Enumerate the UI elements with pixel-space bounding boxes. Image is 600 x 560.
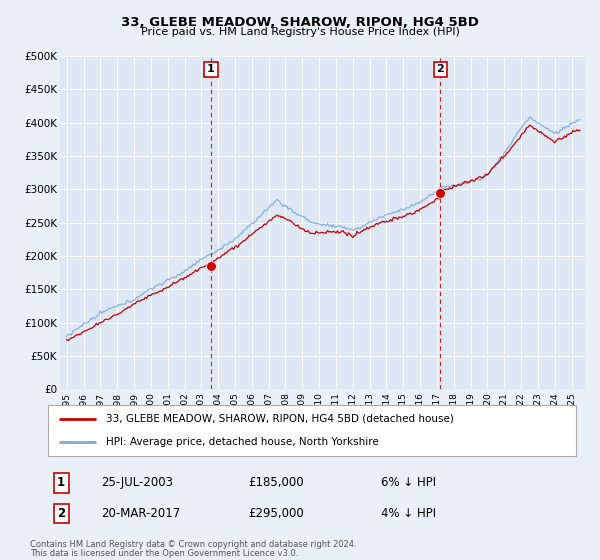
Text: 1: 1 <box>207 64 215 74</box>
Text: This data is licensed under the Open Government Licence v3.0.: This data is licensed under the Open Gov… <box>30 549 298 558</box>
Text: 33, GLEBE MEADOW, SHAROW, RIPON, HG4 5BD: 33, GLEBE MEADOW, SHAROW, RIPON, HG4 5BD <box>121 16 479 29</box>
Text: Price paid vs. HM Land Registry's House Price Index (HPI): Price paid vs. HM Land Registry's House … <box>140 27 460 37</box>
Text: £185,000: £185,000 <box>248 476 304 489</box>
Text: 20-MAR-2017: 20-MAR-2017 <box>101 507 180 520</box>
Text: HPI: Average price, detached house, North Yorkshire: HPI: Average price, detached house, Nort… <box>106 437 379 447</box>
Text: 1: 1 <box>57 476 65 489</box>
Text: 2: 2 <box>57 507 65 520</box>
Text: 6% ↓ HPI: 6% ↓ HPI <box>380 476 436 489</box>
Text: Contains HM Land Registry data © Crown copyright and database right 2024.: Contains HM Land Registry data © Crown c… <box>30 540 356 549</box>
Text: £295,000: £295,000 <box>248 507 304 520</box>
Text: 25-JUL-2003: 25-JUL-2003 <box>101 476 173 489</box>
Text: 33, GLEBE MEADOW, SHAROW, RIPON, HG4 5BD (detached house): 33, GLEBE MEADOW, SHAROW, RIPON, HG4 5BD… <box>106 414 454 424</box>
Text: 2: 2 <box>437 64 445 74</box>
Text: 4% ↓ HPI: 4% ↓ HPI <box>380 507 436 520</box>
